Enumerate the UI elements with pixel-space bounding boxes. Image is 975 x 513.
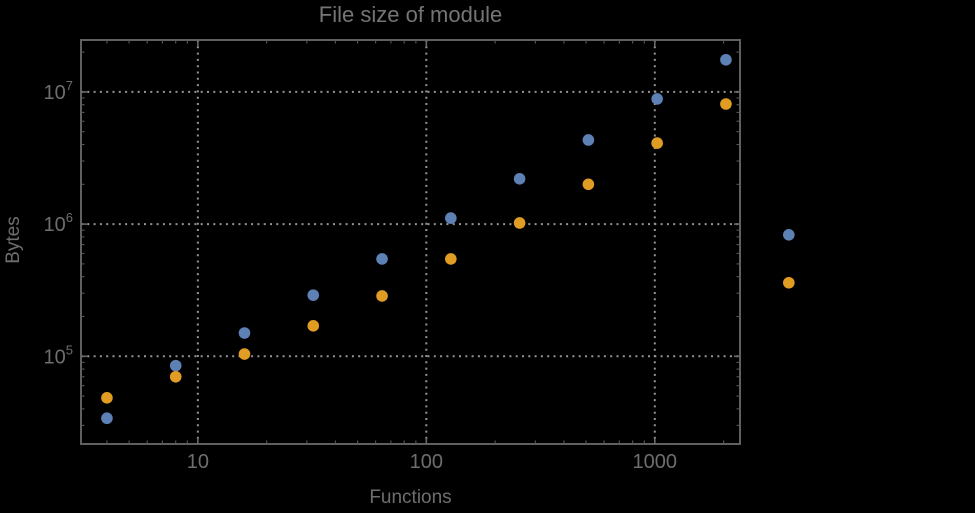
data-point-blue xyxy=(307,289,320,301)
data-point-orange xyxy=(783,276,795,289)
data-point-orange xyxy=(651,137,663,149)
data-point-orange xyxy=(238,348,251,360)
data-point-blue xyxy=(238,327,251,339)
data-point-blue xyxy=(445,212,457,224)
data-point-blue xyxy=(582,134,595,146)
data-point-orange xyxy=(101,392,113,404)
x-tick-label: 1000 xyxy=(633,451,678,473)
data-point-orange xyxy=(445,253,457,265)
y-tick-label: 107 xyxy=(44,78,73,104)
y-tick-label: 106 xyxy=(44,210,73,236)
data-point-orange xyxy=(513,217,526,229)
x-tick-label: 10 xyxy=(187,451,209,473)
plot-frame xyxy=(80,39,741,445)
data-point-blue xyxy=(169,359,182,372)
data-point-blue xyxy=(376,253,388,265)
data-point-blue xyxy=(783,228,795,241)
data-point-blue xyxy=(651,93,663,105)
data-point-blue xyxy=(101,412,113,425)
y-axis-label: Bytes xyxy=(3,216,24,264)
data-point-orange xyxy=(582,178,595,191)
x-axis-label: Functions xyxy=(369,487,452,508)
x-tick-label: 100 xyxy=(410,451,443,473)
chart-title: File size of module xyxy=(318,2,503,27)
data-point-orange xyxy=(307,320,320,332)
data-point-orange xyxy=(169,370,182,383)
data-point-blue xyxy=(513,173,526,185)
data-point-blue xyxy=(720,53,732,66)
y-tick-label: 105 xyxy=(44,342,73,368)
data-point-orange xyxy=(376,290,388,302)
data-point-orange xyxy=(720,98,732,110)
